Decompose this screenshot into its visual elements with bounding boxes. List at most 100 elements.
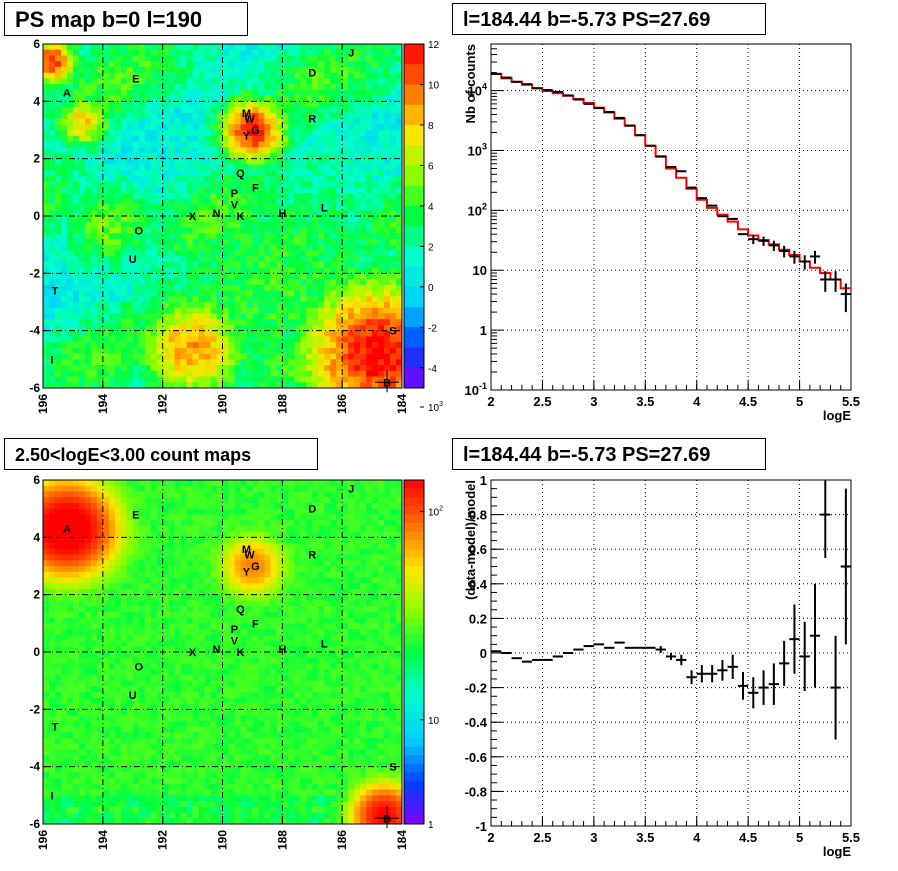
colorbar-cell <box>404 185 424 207</box>
y-tick-label: -0.2 <box>465 681 487 696</box>
colorbar-tick-label: 4 <box>428 202 434 213</box>
source-label: Q <box>236 604 245 616</box>
source-label: I <box>50 354 53 366</box>
x-tick-label: 5.5 <box>842 394 860 409</box>
y-tick-label: -0.8 <box>465 784 487 799</box>
colorbar-cell <box>404 729 424 739</box>
model-histogram <box>491 72 851 290</box>
y-tick-label: 0 <box>33 645 40 659</box>
x-tick-label: 194 <box>96 394 110 414</box>
colorbar-cell <box>404 327 424 348</box>
source-label: J <box>348 484 354 496</box>
colorbar-cell <box>404 660 424 670</box>
source-label: M <box>242 544 251 556</box>
y-tick-label: 0.2 <box>469 611 487 626</box>
source-label: D <box>308 68 316 80</box>
y-tick-label: -4 <box>29 324 40 338</box>
spectrum-title: l=184.44 b=-5.73 PS=27.69 <box>452 3 766 35</box>
y-tick-label: 6 <box>33 37 40 51</box>
x-tick-label: 194 <box>96 830 110 850</box>
colorbar-cell <box>404 104 424 126</box>
colorbar-cell <box>404 540 424 550</box>
colorbar-cell <box>404 514 424 524</box>
colorbar-cell <box>404 763 424 773</box>
source-label: P <box>231 624 238 636</box>
ps-map-colorbar: 12 10 8 6 4 2 0 -2 -4 <box>403 40 440 389</box>
x-tick-label: 4.5 <box>739 394 757 409</box>
y-tick-label: 102 <box>468 201 487 218</box>
x-tick-label: 188 <box>275 394 289 414</box>
source-label: K <box>236 211 244 223</box>
colorbar-cell <box>404 497 424 507</box>
y-tick-label: 10-1 <box>465 381 487 398</box>
source-label: Y <box>243 567 251 579</box>
x-tick-label: 186 <box>335 830 349 850</box>
y-tick-label: 1 <box>480 323 487 338</box>
source-label: A <box>63 88 71 100</box>
colorbar-cell <box>404 307 424 328</box>
source-label: U <box>129 254 137 266</box>
source-label: R <box>308 114 316 126</box>
x-tick-label: 2 <box>487 394 494 409</box>
colorbar-cell <box>404 755 424 765</box>
source-label: Q <box>236 168 245 180</box>
x-tick-label: 2.5 <box>533 394 551 409</box>
colorbar-cell <box>404 695 424 704</box>
source-label: F <box>252 182 259 194</box>
source-label: W <box>244 550 255 562</box>
colorbar-cell <box>404 64 424 85</box>
x-tick-label: 196 <box>36 394 50 414</box>
y-tick-label: 4 <box>33 530 40 544</box>
colorbar-cell <box>404 609 424 618</box>
x-tick-label: 4.5 <box>739 830 757 845</box>
colorbar-cell <box>404 480 424 489</box>
colorbar-tick-label: 102 <box>428 505 443 518</box>
source-label: L <box>321 638 328 650</box>
colorbar-cell <box>404 677 424 687</box>
colorbar-cell <box>404 686 424 696</box>
colorbar-cell <box>404 226 424 247</box>
source-label: N <box>213 208 221 220</box>
y-tick-label: -0.4 <box>465 715 488 730</box>
x-tick-label: 188 <box>275 830 289 850</box>
colorbar-cell <box>404 712 424 722</box>
colorbar-cell <box>404 574 424 584</box>
y-tick-label: 0 <box>33 209 40 223</box>
source-label: V <box>231 200 239 212</box>
source-label: V <box>231 636 239 648</box>
colorbar-cell <box>404 523 424 532</box>
colorbar-cell <box>404 145 424 166</box>
colorbar-cell <box>404 505 424 515</box>
colorbar-cell <box>404 746 424 756</box>
colorbar-tick-label: 6 <box>428 161 434 172</box>
y-tick-label: 6 <box>33 473 40 487</box>
x-tick-label: 192 <box>156 830 170 850</box>
colorbar-tick-label: -4 <box>428 364 437 375</box>
colorbar-cell <box>404 205 424 227</box>
colorbar-cell <box>404 44 424 65</box>
y-tick-label: 2 <box>33 588 40 602</box>
source-label: G <box>251 125 260 137</box>
x-tick-label: 4 <box>693 830 701 845</box>
x-axis-label: logE <box>823 844 851 859</box>
source-label: A <box>63 524 71 536</box>
colorbar-cell <box>404 781 424 790</box>
x-tick-label: 5.5 <box>842 830 860 845</box>
colorbar-cell <box>404 488 424 498</box>
colorbar-cell <box>404 669 424 679</box>
x-tick-label: 184 <box>395 830 409 850</box>
colorbar-cell <box>404 583 424 593</box>
source-label: J <box>348 48 354 60</box>
y-tick-label: 10 <box>473 263 487 278</box>
colorbar-frame <box>403 479 425 825</box>
colorbar-cell <box>404 246 424 267</box>
colorbar-cell <box>404 165 424 186</box>
colorbar-cell <box>404 798 424 808</box>
y-tick-label: 103 <box>468 141 487 158</box>
source-label: H <box>278 644 286 656</box>
y-tick-label: 0.4 <box>469 577 488 592</box>
y-axis-label: (data-model)/model <box>463 480 478 600</box>
colorbar-tick-label: 1 <box>428 820 434 831</box>
colorbar-cell <box>404 815 424 825</box>
